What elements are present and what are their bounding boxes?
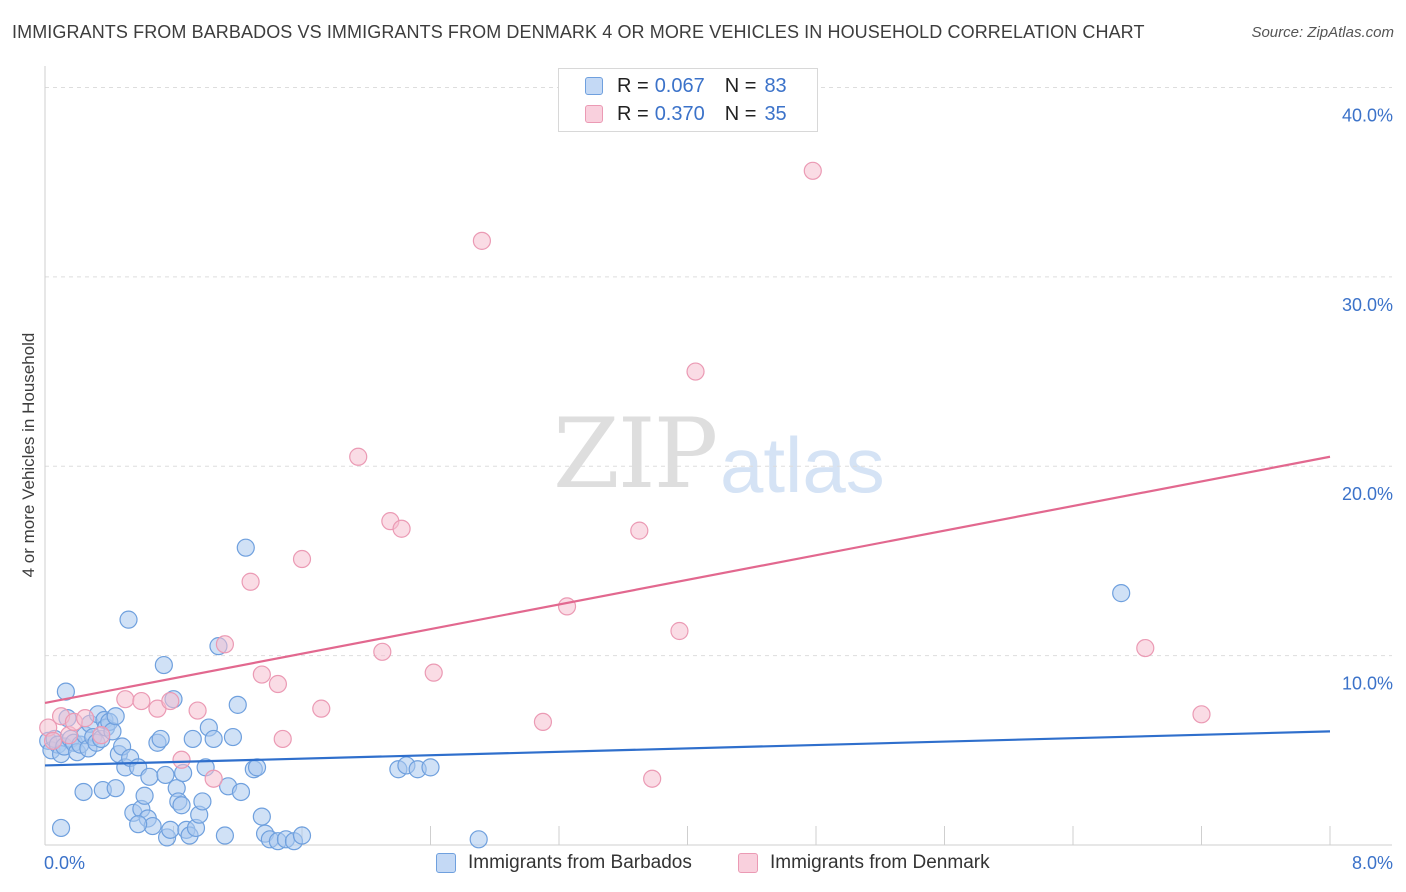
legend-n-label: N =: [724, 102, 757, 125]
bottom-legend-label: Immigrants from Denmark: [770, 852, 990, 873]
legend-r-value: 0.370: [654, 102, 705, 125]
point-denmark[interactable]: [43, 731, 63, 750]
point-barbados[interactable]: [106, 707, 125, 726]
legend-r-label: R =: [617, 102, 649, 125]
y-tick-label: 30.0%: [1342, 295, 1393, 315]
point-barbados[interactable]: [161, 820, 180, 839]
point-denmark[interactable]: [76, 709, 95, 728]
point-denmark[interactable]: [172, 750, 191, 769]
point-denmark[interactable]: [215, 635, 234, 654]
point-barbados[interactable]: [228, 695, 247, 714]
point-barbados[interactable]: [172, 796, 191, 815]
point-barbados[interactable]: [151, 729, 170, 749]
bottom-legend-swatch-blue: [436, 853, 456, 873]
y-tick-label: 20.0%: [1342, 484, 1393, 504]
point-denmark[interactable]: [803, 161, 822, 180]
legend-swatch-blue: [585, 77, 603, 95]
chart-title: IMMIGRANTS FROM BARBADOS VS IMMIGRANTS F…: [12, 22, 1145, 42]
point-barbados[interactable]: [154, 655, 173, 675]
point-barbados[interactable]: [252, 807, 271, 826]
point-denmark[interactable]: [1136, 638, 1155, 658]
point-barbados[interactable]: [236, 538, 255, 557]
point-barbados[interactable]: [135, 786, 154, 805]
point-denmark[interactable]: [670, 621, 689, 641]
bottom-legend-label: Immigrants from Barbados: [468, 852, 692, 873]
point-barbados[interactable]: [56, 682, 75, 701]
point-denmark[interactable]: [392, 519, 411, 538]
point-denmark[interactable]: [1192, 705, 1211, 724]
point-denmark[interactable]: [188, 701, 207, 720]
point-denmark[interactable]: [204, 769, 223, 788]
bottom-legend-denmark[interactable]: Immigrants from Denmark: [738, 852, 990, 874]
point-barbados[interactable]: [1112, 584, 1131, 603]
point-denmark[interactable]: [116, 690, 135, 709]
point-denmark[interactable]: [292, 549, 312, 569]
point-denmark[interactable]: [241, 572, 260, 591]
point-barbados[interactable]: [215, 826, 234, 845]
point-denmark[interactable]: [132, 691, 151, 711]
point-barbados[interactable]: [51, 818, 71, 838]
point-denmark[interactable]: [373, 642, 392, 661]
point-denmark[interactable]: [472, 231, 491, 250]
point-barbados[interactable]: [156, 765, 175, 785]
point-barbados[interactable]: [193, 792, 212, 811]
point-barbados[interactable]: [204, 729, 223, 749]
point-barbados[interactable]: [223, 727, 243, 747]
point-denmark[interactable]: [686, 362, 705, 381]
point-barbados[interactable]: [74, 782, 93, 802]
point-barbados[interactable]: [247, 758, 267, 777]
trendline-barbados: [44, 730, 1331, 767]
trendline-denmark: [44, 455, 1331, 705]
legend-row-denmark: R = 0.370 N = 35: [585, 102, 787, 126]
x-tick-label: 0.0%: [44, 853, 85, 873]
legend-r-value: 0.067: [654, 74, 705, 97]
y-tick-label: 40.0%: [1342, 105, 1393, 125]
legend-n-label: N =: [724, 74, 757, 97]
point-barbados[interactable]: [421, 758, 440, 777]
point-barbados[interactable]: [292, 826, 312, 845]
source-credit: Source: ZipAtlas.com: [1251, 24, 1394, 41]
point-barbados[interactable]: [119, 610, 138, 629]
watermark-atlas: atlas: [720, 421, 885, 509]
point-denmark[interactable]: [533, 712, 553, 732]
point-denmark[interactable]: [312, 699, 331, 718]
point-barbados[interactable]: [106, 779, 125, 798]
point-denmark[interactable]: [557, 597, 577, 616]
point-denmark[interactable]: [349, 447, 368, 466]
point-barbados[interactable]: [231, 782, 251, 802]
legend-swatch-pink: [585, 105, 603, 123]
point-barbados[interactable]: [469, 830, 488, 849]
bottom-legend-barbados[interactable]: Immigrants from Barbados: [436, 852, 692, 874]
stats-legend: R = 0.067 N = 83 R = 0.370 N = 35: [558, 68, 818, 132]
watermark-zip: ZIP: [553, 398, 718, 510]
point-denmark[interactable]: [273, 729, 292, 749]
point-denmark[interactable]: [268, 674, 288, 694]
point-denmark[interactable]: [643, 769, 662, 788]
point-denmark[interactable]: [161, 691, 180, 711]
point-denmark[interactable]: [92, 726, 111, 745]
legend-r-label: R =: [617, 74, 649, 97]
legend-n-value: 35: [764, 102, 787, 125]
bottom-legend-swatch-pink: [738, 853, 758, 873]
point-barbados[interactable]: [129, 815, 148, 834]
point-denmark[interactable]: [630, 521, 649, 540]
point-barbados[interactable]: [183, 729, 202, 749]
y-tick-label: 10.0%: [1342, 674, 1393, 694]
point-denmark[interactable]: [424, 663, 443, 682]
legend-n-value: 83: [764, 74, 787, 97]
x-tick-label: 8.0%: [1352, 853, 1393, 873]
point-barbados[interactable]: [140, 767, 159, 786]
legend-row-barbados: R = 0.067 N = 83: [585, 74, 787, 98]
point-denmark[interactable]: [252, 665, 271, 684]
